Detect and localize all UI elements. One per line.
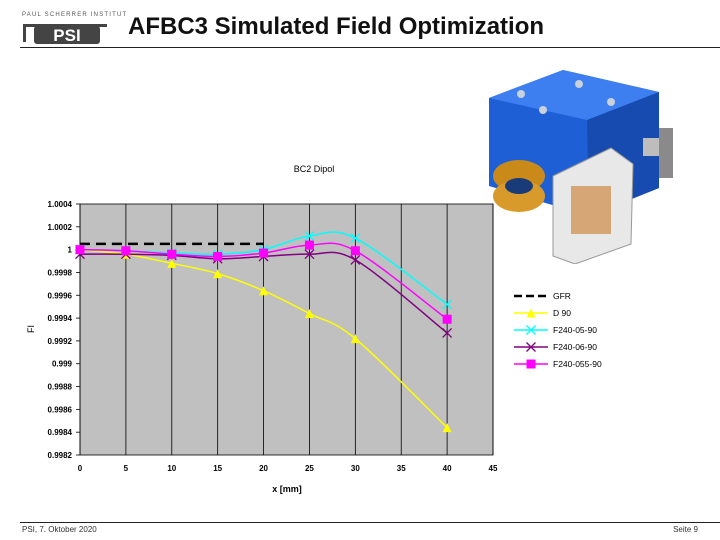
data-point-f240-055-90 <box>304 240 314 250</box>
page-number: Seite 9 <box>673 525 698 534</box>
footer-date: PSI, 7. Oktober 2020 <box>22 525 97 534</box>
x-tick-label: 45 <box>489 464 498 473</box>
data-point-f240-06-90 <box>442 327 453 338</box>
y-tick-label: 0.9992 <box>48 337 73 346</box>
y-tick-label: 0.9996 <box>48 291 73 300</box>
series-f240-055-90 <box>75 240 452 324</box>
y-tick-label: 0.9994 <box>48 314 73 323</box>
y-tick-label: 1 <box>68 246 73 255</box>
data-point-f240-05-90 <box>304 230 315 241</box>
x-tick-label: 35 <box>397 464 406 473</box>
y-tick-label: 1.0004 <box>48 200 73 209</box>
x-axis-label: x [mm] <box>272 484 302 494</box>
x-tick-label: 40 <box>443 464 452 473</box>
legend-marker-d-90 <box>526 308 536 318</box>
x-tick-label: 20 <box>259 464 268 473</box>
legend-item-gfr: GFR <box>514 291 571 301</box>
x-tick-label: 10 <box>167 464 176 473</box>
legend-label-f240-055-90: F240-055-90 <box>553 359 602 369</box>
plot-area <box>79 203 494 456</box>
data-point-f240-055-90 <box>350 246 360 256</box>
x-tick-label: 15 <box>213 464 222 473</box>
legend-label-f240-06-90: F240-06-90 <box>553 342 597 352</box>
y-tick-label: 0.9984 <box>48 428 73 437</box>
legend-item-f240-055-90: F240-055-90 <box>514 359 602 369</box>
logo-mark: PSI <box>23 24 107 45</box>
title-divider <box>20 47 720 48</box>
data-point-d-90 <box>259 286 269 296</box>
y-tick-label: 0.9998 <box>48 268 73 277</box>
legend-item-f240-05-90: F240-05-90 <box>514 325 597 335</box>
data-point-f240-055-90 <box>213 251 223 261</box>
data-point-f240-055-90 <box>442 314 452 324</box>
psi-logo: PAUL SCHERRER INSTITUT PSI <box>22 12 128 46</box>
legend-marker-f240-055-90 <box>526 359 536 369</box>
data-point-f240-055-90 <box>121 246 131 256</box>
footer-divider <box>20 522 720 523</box>
series-layer <box>75 230 453 433</box>
data-point-d-90 <box>442 423 452 433</box>
legend-item-d-90: D 90 <box>514 308 571 318</box>
x-tick-label: 30 <box>351 464 360 473</box>
legend-item-f240-06-90: F240-06-90 <box>514 342 597 352</box>
y-tick-label: 0.9986 <box>48 405 73 414</box>
y-axis-label: FI <box>26 325 36 333</box>
slide-title: AFBC3 Simulated Field Optimization <box>128 13 545 40</box>
y-tick-label: 0.9982 <box>48 451 73 460</box>
legend-label-gfr: GFR <box>553 291 571 301</box>
data-point-f240-055-90 <box>167 249 177 259</box>
logo-tagline: PAUL SCHERRER INSTITUT <box>22 12 128 18</box>
data-point-f240-055-90 <box>75 245 85 255</box>
data-point-f240-055-90 <box>259 248 269 258</box>
data-point-f240-05-90 <box>442 299 453 310</box>
dipole-magnet-illustration <box>489 70 673 264</box>
data-point-d-90 <box>350 334 360 344</box>
chart-title: BC2 Dipol <box>294 164 335 174</box>
data-point-f240-06-90 <box>350 254 361 265</box>
logo-mark-text: PSI <box>53 26 80 45</box>
y-tick-label: 0.9988 <box>48 383 73 392</box>
y-tick-label: 0.999 <box>52 360 73 369</box>
legend-label-d-90: D 90 <box>553 308 571 318</box>
series-line-d-90 <box>79 248 448 429</box>
data-point-f240-06-90 <box>304 249 315 260</box>
x-tick-labels: 0 5 10 15 20 25 30 35 40 45 <box>78 464 498 473</box>
legend: GFR D 90 F240-05-90 F240-06-90 F240-055-90 <box>514 291 602 369</box>
data-point-d-90 <box>304 309 314 319</box>
x-tick-label: 25 <box>305 464 314 473</box>
legend-marker-f240-05-90 <box>526 325 536 335</box>
legend-label-f240-05-90: F240-05-90 <box>553 325 597 335</box>
legend-marker-f240-06-90 <box>526 342 536 352</box>
x-tick-label: 5 <box>124 464 129 473</box>
data-point-f240-05-90 <box>350 233 361 244</box>
x-tick-label: 0 <box>78 464 83 473</box>
y-tick-label: 1.0002 <box>48 223 73 232</box>
y-tick-labels: 1.0004 1.0002 1 0.9998 0.9996 0.9994 0.9992 0.9… <box>48 200 80 460</box>
data-point-d-90 <box>213 269 223 279</box>
data-point-d-90 <box>167 258 177 268</box>
